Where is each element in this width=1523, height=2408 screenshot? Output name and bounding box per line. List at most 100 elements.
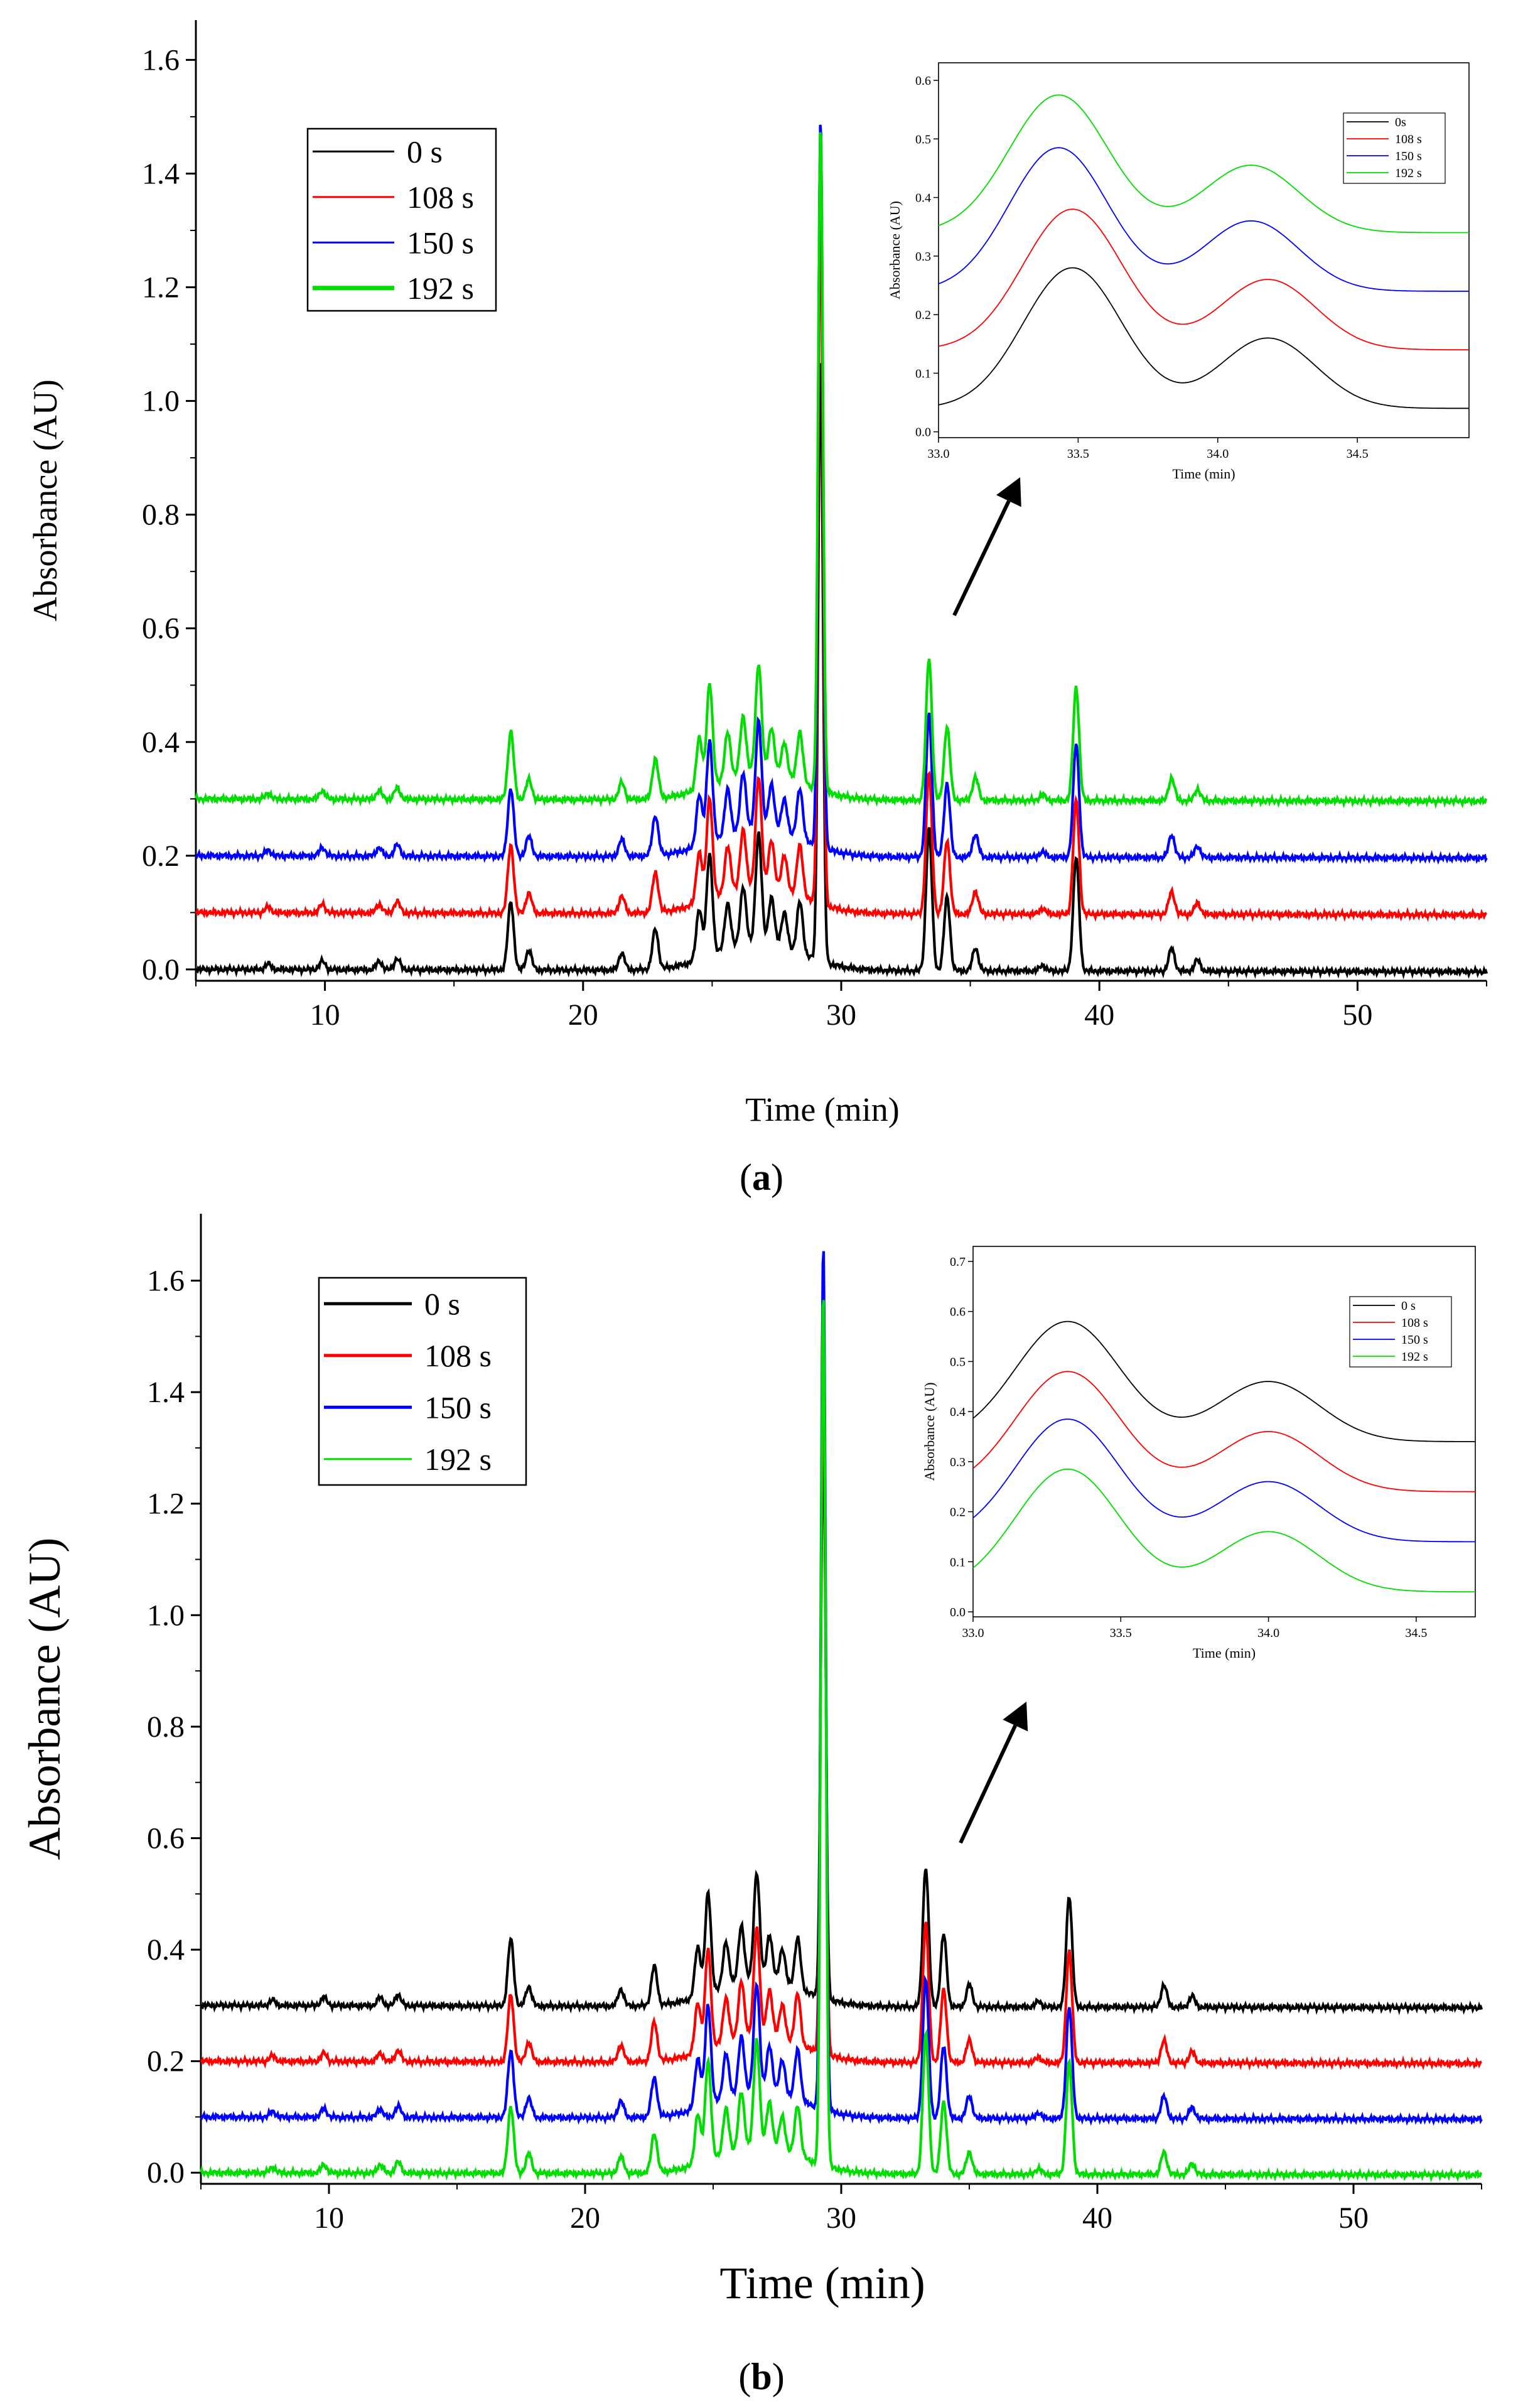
- arrow-head: [1003, 1702, 1028, 1732]
- inset-x-tick-label: 33.0: [928, 447, 950, 461]
- x-tick-label: 10: [314, 2201, 344, 2235]
- inset-series-line-0s: [939, 267, 1469, 409]
- y-tick-label: 0.2: [147, 2045, 185, 2078]
- inset-series-line-150s: [973, 1418, 1475, 1543]
- inset-chart: 0.0 0.1 0.2 0.3 0.4 0.5 0.6 0.7 33.0 33.5 34.0 34.5…: [922, 1246, 1476, 1661]
- panel-caption: (b): [738, 2356, 784, 2397]
- legend-entry: 0 s: [424, 1286, 460, 1321]
- series-line-108s: [195, 211, 1487, 922]
- y-tick-label: 0.0: [142, 953, 180, 986]
- inset-y-tick-label: 0.6: [950, 1305, 966, 1319]
- inset-y-tick-label: 0.5: [950, 1355, 966, 1369]
- x-tick-label: 50: [1338, 2201, 1369, 2235]
- inset-y-tick-label: 0.1: [950, 1555, 966, 1569]
- legend-entry: 192 s: [407, 271, 474, 306]
- panel-caption: (a): [740, 1157, 783, 1198]
- chart-panel-b: 0.0 0.2 0.4 0.6 0.8 1.0 1.2 1.4 1.6 10 20 30 40 50 Tim…: [19, 1214, 1483, 2397]
- caption-letter: a: [752, 1157, 771, 1198]
- legend-entry: 150 s: [407, 225, 474, 260]
- series-line-0s: [200, 1428, 1483, 2016]
- x-tick-label: 40: [1084, 998, 1114, 1032]
- y-axis-label: Absorbance (AU): [26, 379, 64, 621]
- inset-frame: [972, 1246, 1476, 1617]
- inset-x-tick-label: 34.0: [1257, 1626, 1279, 1640]
- inset-y-axis-label: Absorbance (AU): [922, 1383, 937, 1481]
- inset-x-tick-label: 34.0: [1207, 447, 1229, 461]
- inset-x-tick-label: 34.5: [1405, 1626, 1427, 1640]
- series-line-192s: [199, 1300, 1483, 2183]
- inset-y-tick-label: 0.0: [950, 1606, 966, 1619]
- caption-close: ): [772, 2356, 785, 2397]
- x-tick-label: 20: [568, 998, 598, 1032]
- inset-y-tick-label: 0.4: [950, 1405, 966, 1419]
- inset-y-tick-label: 0.0: [915, 426, 931, 440]
- legend-entry: 192 s: [424, 1442, 492, 1477]
- inset-y-tick-label: 0.2: [915, 308, 931, 322]
- caption-open: (: [740, 1157, 752, 1198]
- x-axis-label: Time (min): [745, 1091, 900, 1128]
- inset-legend-entry: 192 s: [1401, 1350, 1428, 1364]
- y-tick-label: 0.8: [147, 1710, 185, 1744]
- inset-x-tick-label: 33.5: [1067, 447, 1089, 461]
- inset-y-tick-label: 0.7: [950, 1255, 966, 1269]
- series-line-150s: [200, 1251, 1483, 2126]
- y-tick-label: 0.0: [147, 2156, 185, 2189]
- chart-panel-a: 0.0 0.2 0.4 0.6 0.8 1.0 1.2 1.4 1.6 10 20 30 40 50 Tim…: [26, 20, 1488, 1198]
- inset-series-line-150s: [939, 147, 1469, 292]
- inset-x-axis-label: Time (min): [1172, 466, 1235, 482]
- inset-legend: 0 s 108 s 150 s 192 s: [1349, 1296, 1452, 1368]
- inset-series-line-192s: [973, 1468, 1475, 1592]
- series-line-0s: [195, 363, 1488, 980]
- inset-y-tick-label: 0.5: [915, 132, 931, 146]
- inset-series-line-108s: [973, 1371, 1475, 1493]
- legend: 0 s 108 s 150 s 192 s: [318, 1277, 527, 1486]
- legend-entry: 108 s: [424, 1338, 492, 1373]
- arrow-shaft: [952, 500, 1011, 617]
- inset-series-line-0s: [973, 1320, 1475, 1442]
- x-tick-label: 30: [826, 998, 856, 1032]
- inset-legend-entry: 108 s: [1401, 1316, 1428, 1330]
- caption-close: ): [771, 1157, 783, 1198]
- inset-legend-entry: 108 s: [1395, 132, 1422, 146]
- legend-box: [318, 1277, 527, 1486]
- x-tick-label: 10: [310, 998, 340, 1032]
- inset-y-axis-label: Absorbance (AU): [887, 201, 903, 300]
- legend-entry: 108 s: [407, 180, 474, 215]
- inset-legend: 0s 108 s 150 s 192 s: [1343, 112, 1446, 184]
- y-tick-label: 1.4: [147, 1376, 185, 1409]
- y-tick-label: 0.6: [147, 1822, 185, 1855]
- x-tick-label: 50: [1342, 998, 1372, 1032]
- arrow-shaft: [959, 1724, 1017, 1844]
- x-tick-label: 40: [1082, 2201, 1112, 2235]
- inset-legend-box: [1349, 1296, 1452, 1368]
- inset-chart: 0.0 0.1 0.2 0.3 0.4 0.5 0.6 33.0 33.5 34.0 34.5 Tim…: [887, 62, 1470, 482]
- inset-x-tick-label: 34.5: [1347, 447, 1369, 461]
- legend: 0 s 108 s 150 s 192 s: [306, 127, 497, 312]
- caption-letter: b: [751, 2356, 772, 2397]
- inset-y-tick-label: 0.2: [950, 1506, 966, 1520]
- y-tick-label: 0.4: [142, 726, 180, 759]
- legend-box: [306, 127, 497, 312]
- y-tick-label: 1.4: [142, 157, 180, 190]
- y-tick-label: 0.8: [142, 499, 180, 532]
- series-line-108s: [200, 1363, 1482, 2071]
- inset-x-tick-label: 33.0: [962, 1626, 984, 1640]
- inset-y-tick-label: 0.4: [915, 192, 931, 205]
- inset-series-line-192s: [939, 94, 1469, 234]
- legend-entry: 150 s: [424, 1390, 492, 1425]
- x-tick-label: 20: [570, 2201, 600, 2235]
- arrow-head: [996, 477, 1021, 507]
- x-tick-label: 30: [826, 2201, 856, 2235]
- legend-entry: 0 s: [407, 134, 443, 169]
- y-tick-label: 1.2: [142, 271, 180, 305]
- y-axis-label: Absorbance (AU): [19, 1538, 70, 1860]
- y-tick-label: 1.6: [142, 43, 180, 77]
- inset-legend-box: [1343, 112, 1446, 184]
- y-tick-label: 0.6: [142, 612, 180, 645]
- inset-frame: [938, 62, 1470, 438]
- inset-y-tick-label: 0.3: [915, 250, 931, 264]
- inset-y-tick-label: 0.6: [915, 74, 931, 88]
- y-tick-label: 0.4: [147, 1933, 185, 1967]
- inset-legend-entry: 0 s: [1401, 1299, 1416, 1313]
